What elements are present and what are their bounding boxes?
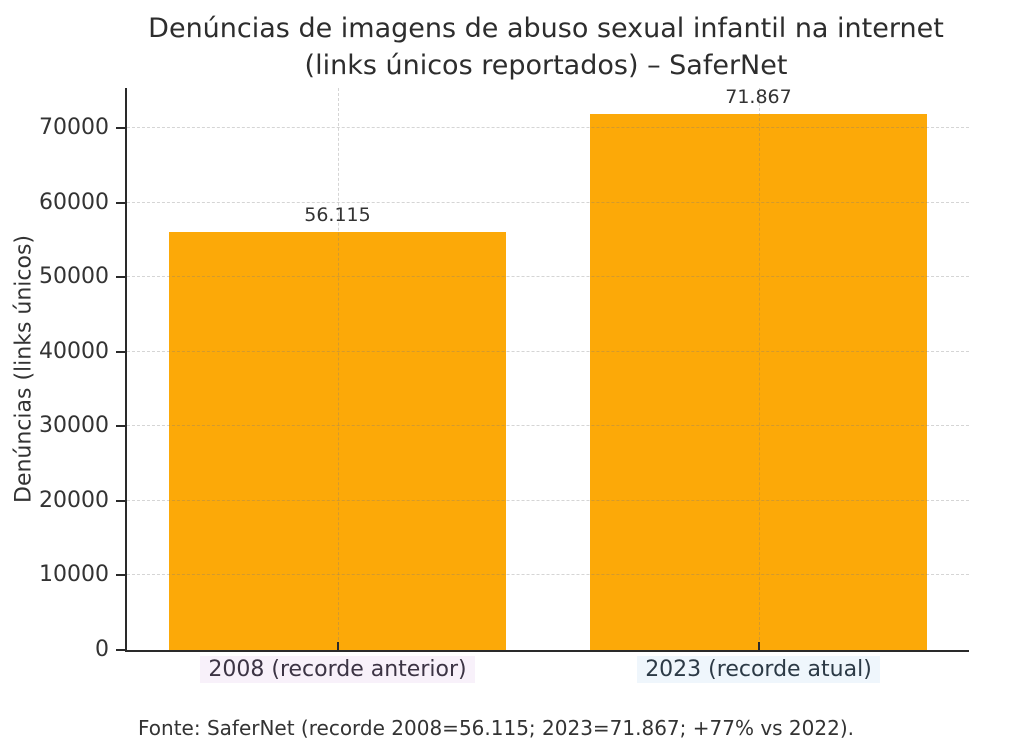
y-tick-label: 20000 — [39, 487, 109, 513]
vertical-gridline — [337, 88, 339, 650]
x-tick-label: 2023 (recorde atual) — [637, 656, 880, 683]
y-tick-label: 10000 — [39, 562, 109, 588]
horizontal-gridline — [127, 350, 969, 352]
horizontal-gridline — [127, 425, 969, 427]
chart-title-line2: (links únicos reportados) – SaferNet — [304, 50, 788, 81]
y-tick-label: 40000 — [39, 338, 109, 364]
plot-area: 56.115 2008 (recorde anterior) 71.867 2023 … — [39, 86, 969, 683]
y-tick-label: 70000 — [39, 115, 109, 141]
y-tick-label: 30000 — [39, 413, 109, 439]
x-tick-label: 2008 (recorde anterior) — [200, 656, 475, 683]
chart-title-line1: Denúncias de imagens de abuso sexual inf… — [148, 13, 944, 44]
source-note: Fonte: SaferNet (recorde 2008=56.115; 20… — [138, 716, 854, 740]
y-tick-label: 60000 — [39, 189, 109, 215]
y-tick-mark — [116, 649, 125, 651]
bar-2008 — [169, 231, 506, 650]
horizontal-gridline — [127, 276, 969, 278]
y-tick-label: 50000 — [39, 264, 109, 290]
y-tick-label: 0 — [95, 637, 109, 662]
y-tick-mark — [116, 350, 125, 353]
x-tick-label-wrap: 2008 (recorde anterior) — [127, 655, 549, 685]
bar-2023 — [590, 114, 927, 650]
y-tick-mark — [116, 425, 125, 428]
vertical-gridline — [758, 88, 760, 650]
horizontal-gridline — [127, 499, 969, 501]
chart-title: Denúncias de imagens de abuso sexual inf… — [125, 10, 967, 84]
horizontal-gridline — [127, 201, 969, 203]
y-tick-mark — [116, 201, 125, 204]
x-tick-label-wrap: 2023 (recorde atual) — [548, 655, 970, 685]
x-tick-mark — [336, 642, 339, 650]
horizontal-gridline — [127, 574, 969, 576]
y-tick-mark — [116, 574, 125, 577]
y-tick-mark — [116, 499, 125, 502]
y-tick-mark — [116, 127, 125, 130]
horizontal-gridline — [127, 127, 969, 129]
x-tick-mark — [757, 642, 760, 650]
bar-value-label: 71.867 — [725, 86, 792, 109]
y-tick-mark — [116, 276, 125, 279]
bar-value-label: 56.115 — [304, 203, 371, 226]
